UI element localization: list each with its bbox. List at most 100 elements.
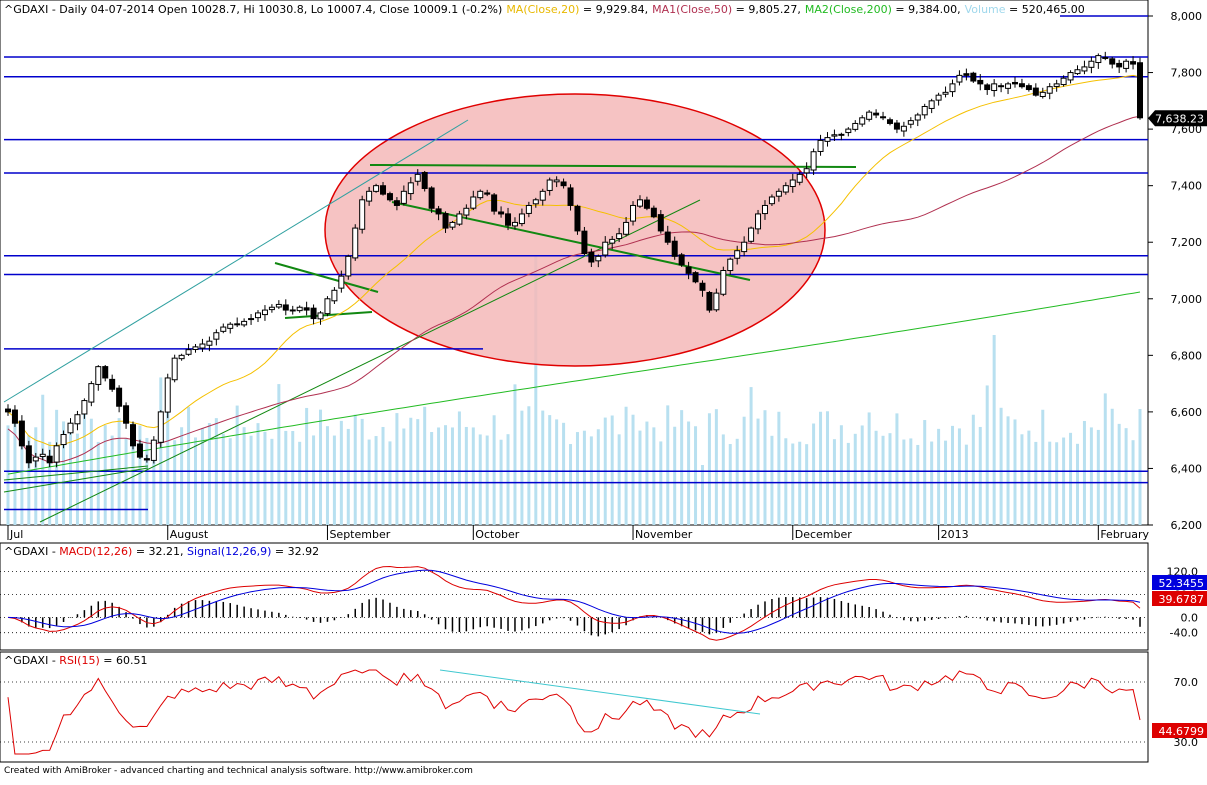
candle-body — [921, 105, 928, 116]
candle-body — [150, 439, 157, 461]
rsi-panel[interactable] — [0, 651, 1149, 763]
volume-bar — [1089, 427, 1093, 525]
candle-body — [1039, 91, 1046, 98]
candle-body — [498, 211, 505, 215]
volume-bar — [284, 430, 288, 525]
volume-bar — [96, 441, 100, 525]
candle-body — [567, 187, 574, 206]
candle-body — [942, 91, 949, 95]
volume-bar — [228, 438, 232, 525]
candle-body — [595, 255, 602, 262]
volume-bar — [527, 406, 531, 525]
candle-body — [810, 151, 817, 171]
candle-body — [449, 221, 456, 228]
candle-body — [546, 179, 553, 191]
volume-bar — [305, 407, 309, 525]
price-tick-label: 7,000 — [1171, 293, 1203, 306]
volume-bar — [874, 430, 878, 525]
volume-bar — [624, 406, 628, 525]
volume-bar — [82, 413, 86, 525]
date-tick-label: December — [795, 528, 853, 541]
volume-bar — [152, 442, 156, 525]
candle-body — [963, 73, 970, 76]
volume-bar — [825, 411, 829, 525]
candle-body — [282, 304, 289, 311]
volume-bar — [464, 426, 468, 525]
volume-bar — [805, 444, 809, 525]
candle-body — [338, 275, 345, 289]
candle-body — [46, 455, 53, 464]
price-tick-label: 7,200 — [1171, 236, 1203, 249]
candle-body — [761, 204, 768, 215]
candle-body — [768, 196, 775, 205]
last-price-marker: 7,638.23 — [1148, 110, 1207, 127]
candle-body — [1067, 72, 1074, 81]
volume-bar — [541, 410, 545, 525]
trend-line — [3, 465, 149, 481]
candle-body — [699, 282, 706, 291]
candle-body — [373, 185, 380, 192]
candle-body — [275, 303, 282, 308]
volume-bar — [430, 432, 434, 525]
candle-body — [623, 221, 630, 235]
volume-bar — [770, 435, 774, 525]
candle-body — [67, 422, 74, 434]
candle-body — [873, 112, 880, 116]
moving-averages — [7, 74, 1141, 475]
candle-body — [1018, 83, 1025, 88]
candle-body — [60, 434, 67, 446]
volume-bar — [110, 435, 114, 525]
volume-bar — [492, 415, 496, 525]
candle-body — [588, 251, 595, 263]
rsi-line — [0, 669, 1148, 755]
volume-bar — [846, 442, 850, 525]
candle-body — [1109, 58, 1116, 65]
volume-bar — [645, 421, 649, 525]
candle-body — [366, 190, 373, 202]
volume-bar — [180, 427, 184, 525]
candle-body — [1074, 69, 1081, 75]
candle-body — [1011, 81, 1018, 85]
candle-body — [303, 307, 310, 311]
candle-body — [400, 190, 407, 204]
candle-body — [1137, 62, 1143, 119]
candle-body — [838, 133, 845, 136]
candle-body — [1025, 85, 1032, 91]
volume-bar — [416, 419, 420, 525]
volume-bar — [1110, 408, 1114, 525]
price-tick-label: 7,800 — [1171, 67, 1203, 80]
volume-bar — [916, 444, 920, 525]
candle-body — [109, 378, 116, 390]
volume-bar — [471, 427, 475, 525]
volume-bar — [166, 406, 170, 525]
volume-bar — [513, 384, 517, 525]
candle-body — [220, 326, 227, 332]
candle-body — [893, 122, 900, 130]
volume-bar — [957, 428, 961, 525]
candle-body — [643, 199, 650, 209]
candle-body — [609, 238, 616, 244]
volume-bar — [506, 434, 510, 525]
volume-bar — [992, 335, 996, 525]
volume-bar — [62, 421, 66, 525]
macd-panel[interactable] — [0, 542, 1149, 651]
signal-line — [7, 569, 1141, 634]
macd-last-label: 52.3455 — [1159, 577, 1205, 590]
volume-bar — [749, 387, 753, 525]
candle-body — [1046, 86, 1053, 94]
candle-body — [991, 83, 998, 92]
candle-body — [428, 187, 435, 209]
signal-last-flag — [1152, 591, 1207, 606]
volume-bar — [55, 409, 59, 525]
price-header-info: Daily 04-07-2014 Open 10028.7, Hi 10030.… — [59, 3, 502, 16]
ma200-label: MA2(Close,200) — [805, 3, 892, 16]
candle-body — [532, 199, 539, 205]
rsi-label: RSI(15) — [59, 654, 99, 667]
volume-bar — [485, 435, 489, 525]
candle-body — [234, 323, 241, 326]
volume-bar — [909, 438, 913, 525]
volume-bar — [1117, 423, 1121, 525]
candle-body — [539, 190, 546, 201]
price-tick-label: 6,200 — [1171, 519, 1203, 532]
